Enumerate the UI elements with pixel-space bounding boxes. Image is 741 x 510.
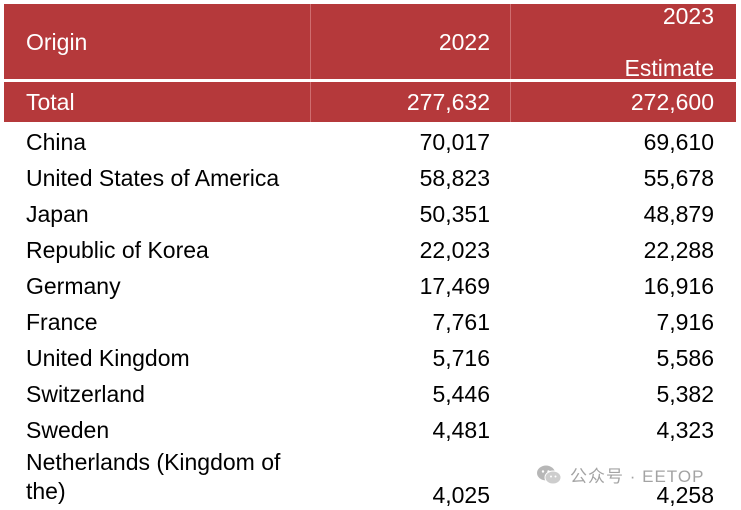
row-2022: 17,469	[419, 273, 490, 299]
table-row: Sweden 4,481 4,323	[4, 412, 736, 448]
row-2023: 16,916	[643, 273, 714, 299]
row-origin: United Kingdom	[26, 345, 190, 371]
row-2022: 5,446	[432, 381, 490, 407]
table-row: Republic of Korea 22,023 22,288	[4, 232, 736, 268]
row-2023: 55,678	[643, 165, 714, 191]
row-origin-line1: Netherlands (Kingdom of	[26, 449, 281, 475]
row-origin: China	[26, 129, 87, 155]
header-2022-label: 2022	[438, 28, 490, 55]
row-2023: 22,288	[643, 237, 714, 263]
table-row: United States of America 58,823 55,678	[4, 160, 736, 196]
row-origin: Sweden	[26, 417, 110, 443]
row-2023: 5,382	[656, 381, 714, 407]
header-origin: Origin	[4, 4, 310, 79]
row-origin: France	[26, 309, 98, 335]
table-row: United Kingdom 5,716 5,586	[4, 340, 736, 376]
table-row: Switzerland 5,446 5,382	[4, 376, 736, 412]
row-origin: Netherlands (Kingdom of the)	[4, 448, 310, 510]
row-2022: 22,023	[419, 237, 490, 263]
table-header: Origin 2022 2023 Estimate	[4, 2, 736, 82]
watermark-text: 公众号 · EETOP	[570, 467, 705, 486]
row-origin: Switzerland	[26, 381, 145, 407]
pct-applications-table: Origin 2022 2023 Estimate Total 277,632 …	[4, 2, 736, 510]
row-origin: Germany	[26, 273, 121, 299]
row-2022: 4,025	[432, 482, 490, 508]
header-2022: 2022	[310, 4, 510, 79]
row-2022: 70,017	[419, 129, 490, 155]
header-estimate-label: Estimate	[624, 54, 714, 81]
row-2023: 48,879	[643, 201, 714, 227]
table-row: Germany 17,469 16,916	[4, 268, 736, 304]
row-2022: 50,351	[419, 201, 490, 227]
row-2023: 4,323	[656, 417, 714, 443]
table-row: China 70,017 69,610	[4, 124, 736, 160]
table-row: Netherlands (Kingdom of the) 4,025 4,258	[4, 448, 736, 510]
table-row: Japan 50,351 48,879	[4, 196, 736, 232]
total-2022: 277,632	[310, 82, 510, 122]
total-row: Total 277,632 272,600	[4, 82, 736, 122]
watermark: 公众号 · EETOP	[536, 462, 704, 487]
row-2023: 7,916	[656, 309, 714, 335]
row-origin-line2: the)	[26, 478, 66, 504]
row-2022: 4,481	[432, 417, 490, 443]
row-2022: 7,761	[432, 309, 490, 335]
total-label: Total	[26, 89, 75, 115]
row-2023: 4,258	[656, 482, 714, 508]
wechat-icon	[537, 465, 562, 484]
row-origin: Republic of Korea	[26, 237, 209, 263]
table-row: France 7,761 7,916	[4, 304, 736, 340]
header-origin-label: Origin	[26, 28, 88, 55]
header-2023-label: 2023	[662, 2, 714, 29]
row-2023: 5,586	[656, 345, 714, 371]
row-origin: United States of America	[26, 165, 280, 191]
total-2023: 272,600	[510, 82, 736, 122]
row-2023: 69,610	[643, 129, 714, 155]
row-2022: 58,823	[419, 165, 490, 191]
row-2022: 5,716	[432, 345, 490, 371]
row-origin: Japan	[26, 201, 89, 227]
header-2023-estimate: 2023 Estimate	[510, 2, 736, 81]
